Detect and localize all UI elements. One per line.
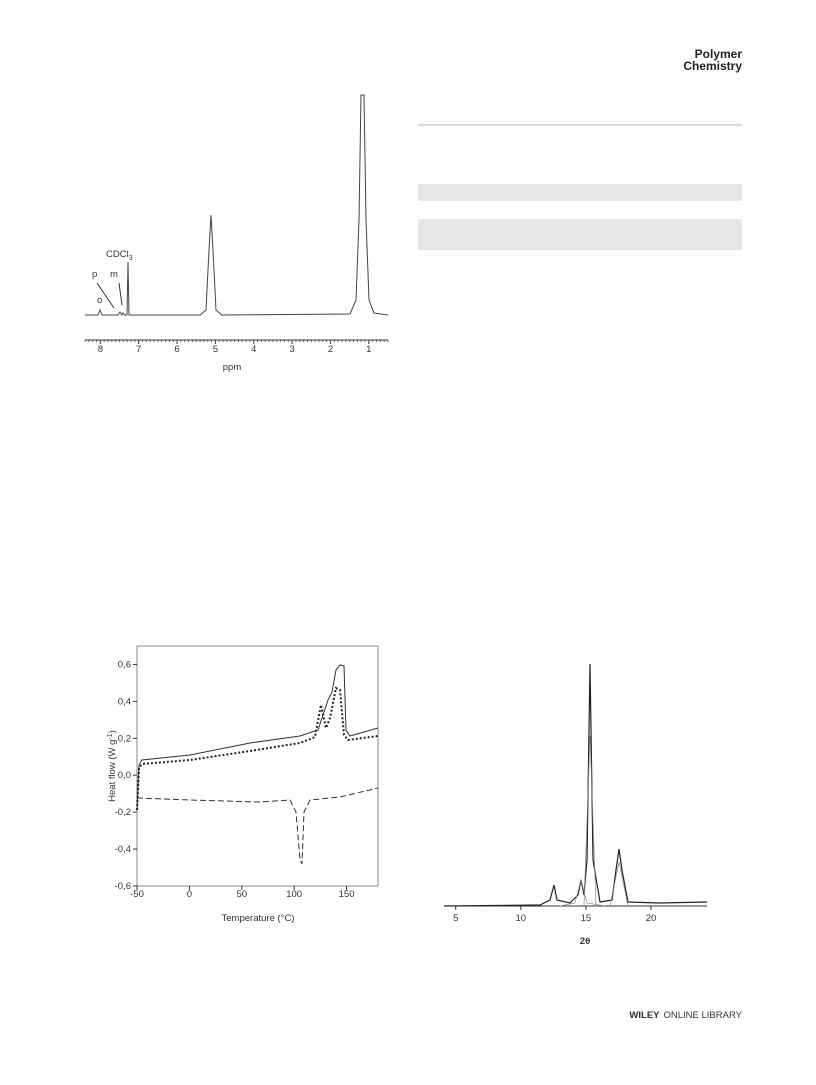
x-tick-label: 100	[286, 889, 302, 900]
x-tick-label: 6	[174, 344, 179, 355]
y-tick-label: 0,2	[118, 733, 131, 744]
x-tick-label: -50	[130, 889, 144, 900]
y-tick-label: -0,2	[115, 807, 131, 818]
peak-label: o	[97, 295, 102, 306]
x-tick-label: 20	[646, 913, 657, 924]
x-tick-label: 15	[581, 913, 592, 924]
dsc-figure: Temperature (°C) Heat flow (W g-1) -50 0 5…	[107, 645, 379, 924]
x-tick-label: 3	[289, 344, 294, 355]
x-tick-label: 10	[516, 913, 527, 924]
solvent-label: CDCl3	[106, 249, 133, 262]
library: ONLINE LIBRARY	[664, 1010, 743, 1021]
x-tick-label: 7	[136, 344, 141, 355]
x-tick-label: 2	[328, 344, 333, 355]
peak-label: p	[92, 269, 97, 280]
x-axis-label: Temperature (°C)	[222, 913, 295, 924]
diffractogram	[443, 663, 708, 907]
x-tick-label: 5	[453, 913, 458, 924]
x-axis-label: 2θ	[580, 936, 590, 947]
x-tick-label: 4	[251, 344, 256, 355]
x-tick-label: 5	[213, 344, 218, 355]
x-axis-label: ppm	[223, 362, 242, 373]
footer: WILEY ONLINE LIBRARY	[629, 1010, 742, 1021]
y-tick-label: 0,0	[118, 770, 131, 781]
x-tick-label: 0	[187, 889, 192, 900]
plot-frame	[136, 645, 379, 887]
superscript: -1	[107, 733, 114, 739]
x-tick-label: 8	[98, 344, 103, 355]
y-tick-label: -0,4	[115, 844, 131, 855]
y-label-end: )	[107, 730, 118, 733]
fitted-peaks	[559, 735, 629, 907]
solvent: CDCl	[106, 249, 129, 260]
arrow	[118, 282, 123, 306]
y-label: Heat flow (W g	[107, 740, 118, 802]
x-tick-label: 150	[339, 889, 355, 900]
redacted-block	[418, 184, 742, 201]
subscript: 3	[129, 255, 133, 262]
y-axis-label: Heat flow (W g-1)	[107, 730, 118, 802]
journal-name: Polymer	[695, 47, 743, 61]
y-tick-label: -0,6	[115, 881, 131, 892]
spectrum	[85, 94, 389, 316]
arrow	[96, 282, 115, 309]
xrd-figure: 2θ 5 10 15 20	[443, 663, 708, 947]
x-tick-label: 1	[366, 344, 371, 355]
journal-name: Chemistry	[683, 59, 742, 73]
y-tick-label: 0,6	[118, 659, 131, 670]
x-tick-label: 50	[236, 889, 247, 900]
peak-label: m	[110, 269, 118, 280]
y-tick-label: 0,4	[118, 696, 131, 707]
heating-curve	[136, 664, 379, 811]
brand: WILEY	[629, 1010, 660, 1021]
cooling-curve	[136, 787, 379, 865]
redacted-block	[418, 219, 742, 250]
